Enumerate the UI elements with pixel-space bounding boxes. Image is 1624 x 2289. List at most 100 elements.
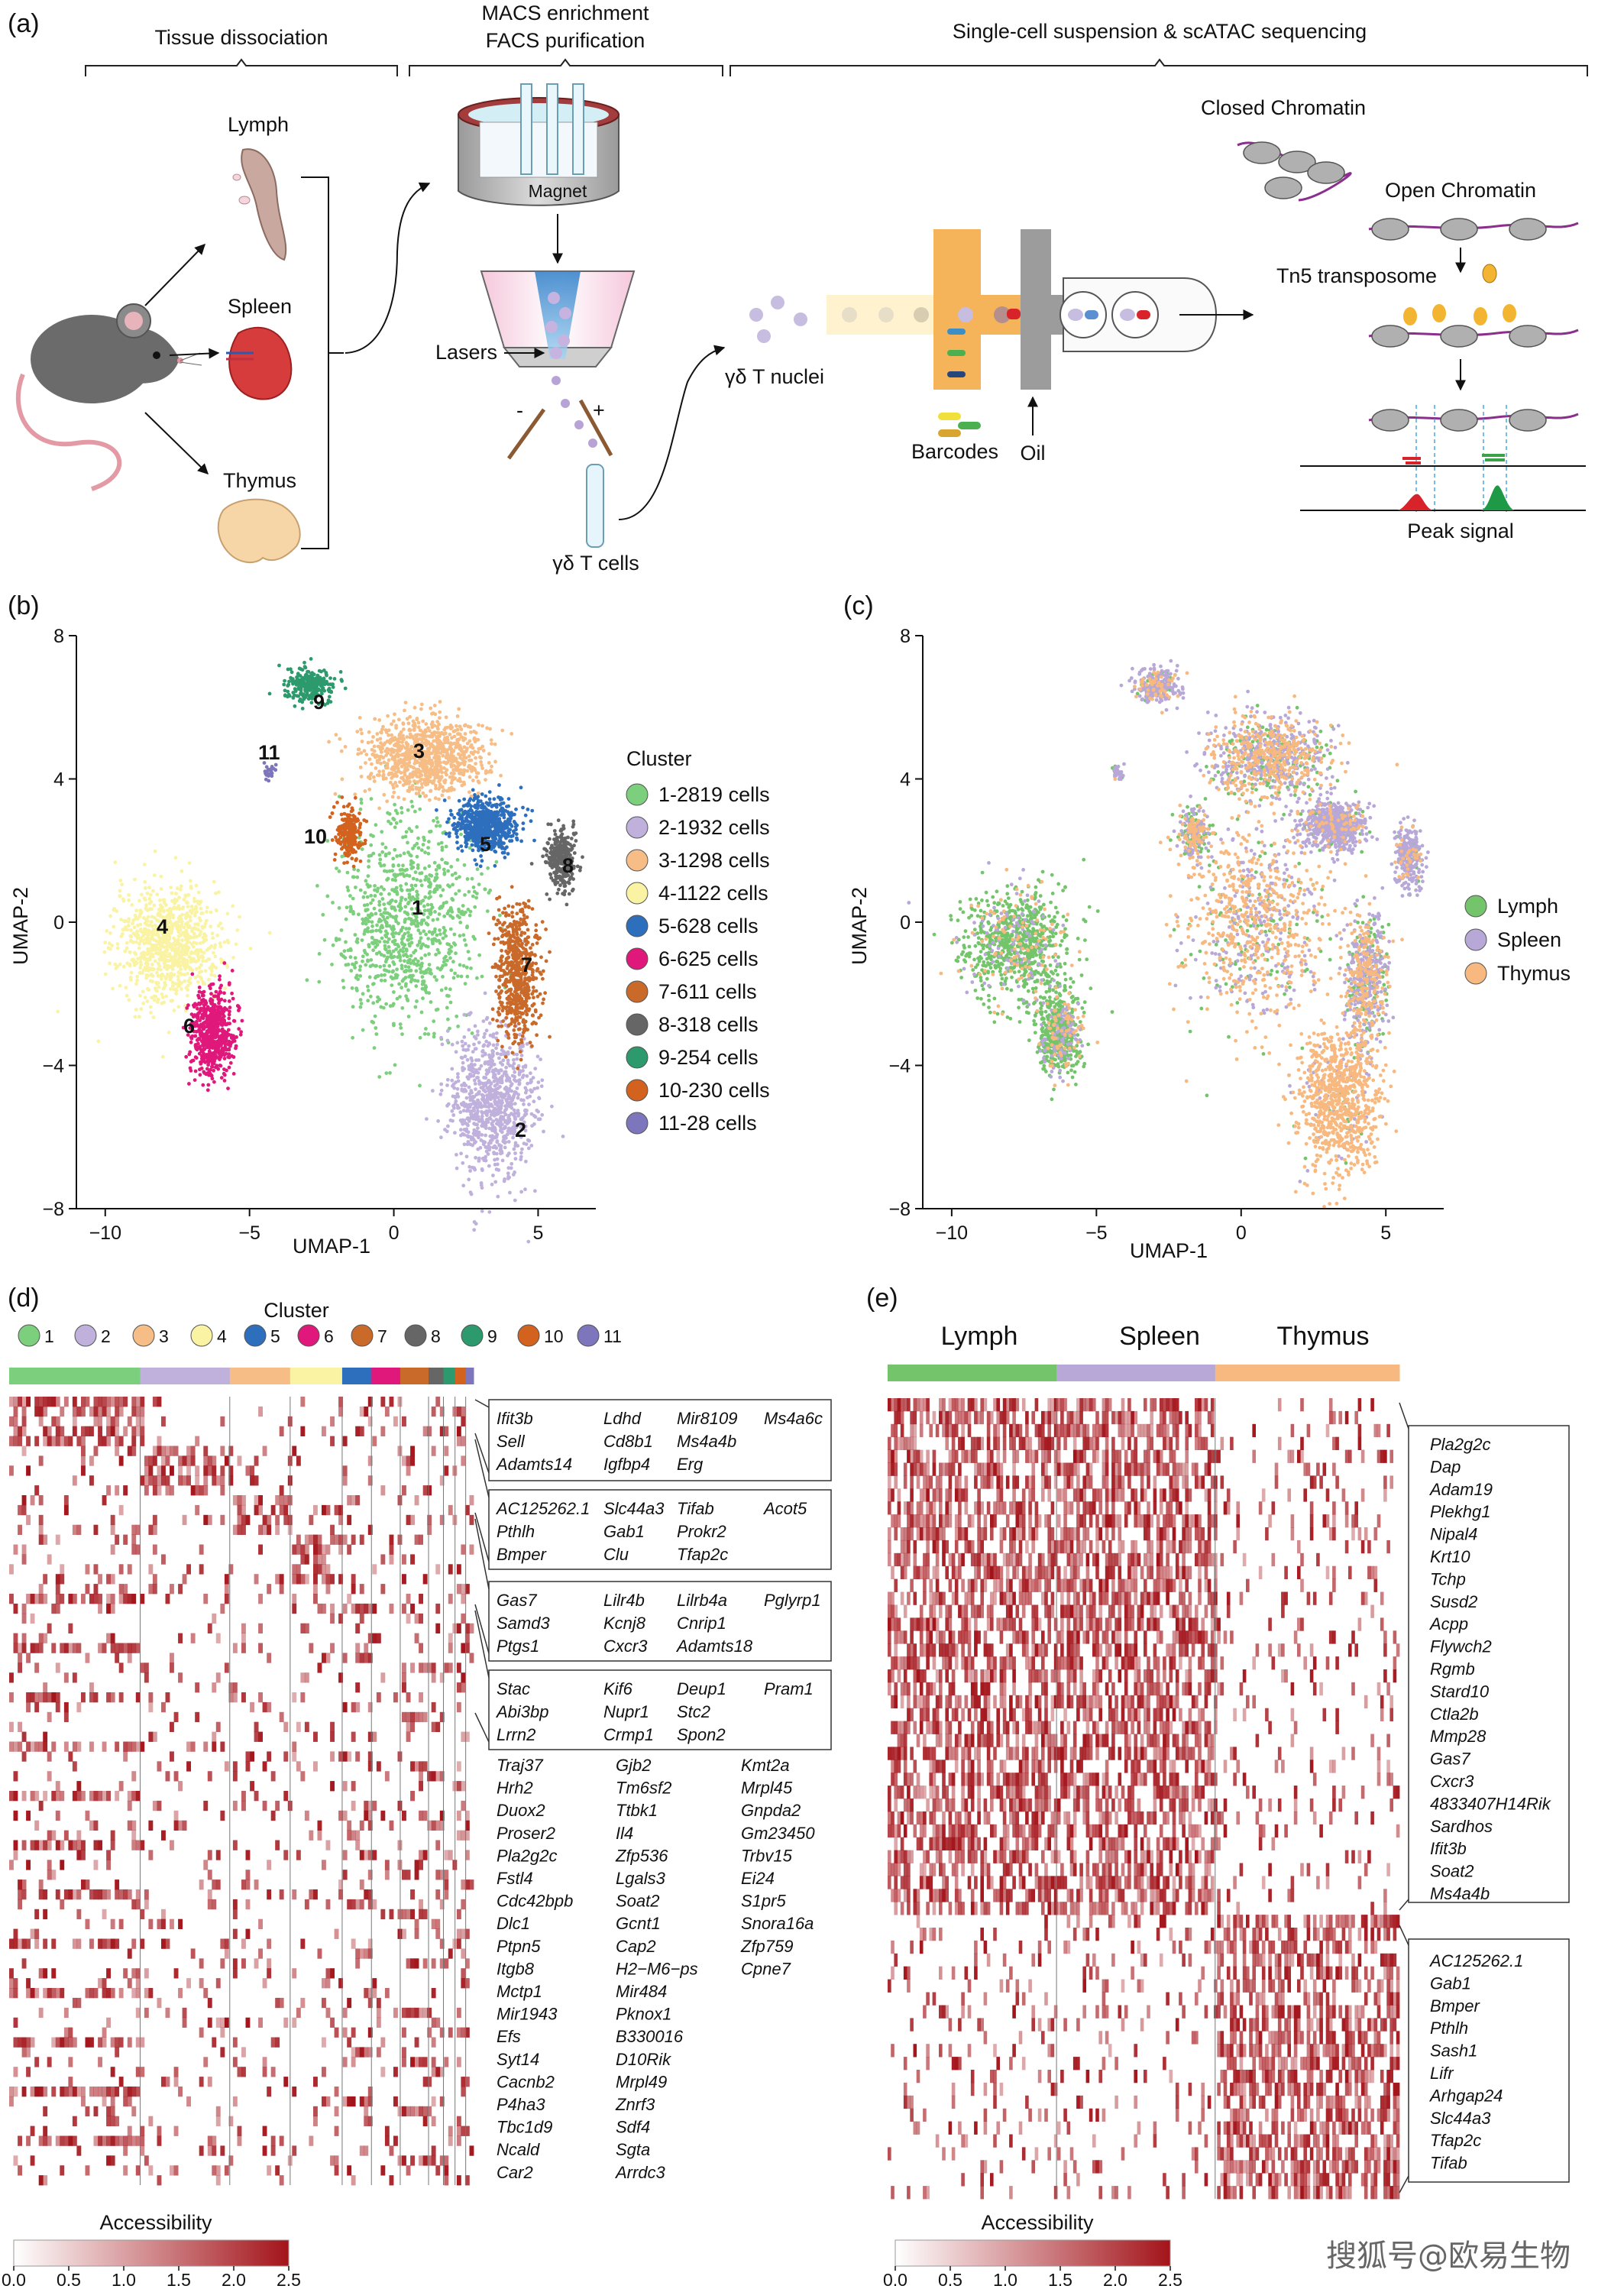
point xyxy=(428,911,432,915)
point xyxy=(416,846,421,850)
point xyxy=(456,1075,460,1080)
point xyxy=(397,769,401,774)
point xyxy=(428,775,432,779)
point xyxy=(131,931,136,936)
point xyxy=(411,860,416,865)
point xyxy=(438,700,442,704)
point xyxy=(491,1043,496,1047)
point xyxy=(455,761,460,765)
label-peak-signal: Peak signal xyxy=(1407,520,1514,542)
point xyxy=(474,756,477,760)
point xyxy=(229,1033,234,1038)
point xyxy=(458,1119,463,1122)
point xyxy=(505,1091,509,1096)
point xyxy=(213,1065,218,1070)
point xyxy=(515,1057,519,1061)
point xyxy=(471,815,476,820)
point xyxy=(170,984,175,988)
point xyxy=(465,769,470,773)
point xyxy=(483,1061,487,1066)
point xyxy=(166,959,170,963)
point xyxy=(211,936,215,941)
point xyxy=(156,997,160,1002)
point xyxy=(497,1056,501,1060)
point xyxy=(215,908,218,913)
point xyxy=(471,830,475,834)
point xyxy=(362,948,367,953)
point xyxy=(224,1033,228,1037)
point xyxy=(121,964,126,969)
point xyxy=(496,1194,500,1199)
point xyxy=(400,1032,404,1036)
point xyxy=(491,1075,496,1080)
point xyxy=(207,977,211,982)
point xyxy=(438,734,442,739)
point xyxy=(390,722,393,727)
point xyxy=(161,986,166,991)
point xyxy=(215,1040,219,1044)
point xyxy=(144,903,148,908)
point xyxy=(180,949,183,953)
point xyxy=(406,965,411,970)
point xyxy=(441,888,445,892)
point xyxy=(184,1054,189,1059)
point xyxy=(393,931,398,935)
point xyxy=(432,768,436,772)
point xyxy=(471,1138,476,1142)
point xyxy=(411,865,416,869)
point xyxy=(195,941,199,946)
point xyxy=(426,915,430,920)
point xyxy=(202,950,206,955)
point xyxy=(515,1086,519,1090)
point xyxy=(374,823,378,827)
point xyxy=(483,887,487,892)
point xyxy=(208,1056,212,1060)
point xyxy=(526,1146,531,1151)
point xyxy=(205,1067,209,1071)
point xyxy=(369,929,373,934)
point xyxy=(414,969,419,973)
point xyxy=(536,1080,541,1084)
point xyxy=(438,932,442,937)
point xyxy=(193,922,198,926)
point xyxy=(525,1074,529,1078)
point xyxy=(371,948,375,953)
point xyxy=(455,724,458,728)
point xyxy=(166,939,170,944)
point xyxy=(428,798,432,802)
point xyxy=(197,934,202,937)
point xyxy=(192,1078,197,1082)
label-oil: Oil xyxy=(1021,442,1046,465)
point xyxy=(139,970,143,975)
point xyxy=(435,876,439,880)
point xyxy=(209,1014,212,1018)
point xyxy=(437,746,442,751)
point xyxy=(477,1092,481,1096)
point xyxy=(162,898,167,902)
point xyxy=(386,811,390,815)
point xyxy=(139,910,144,915)
point xyxy=(123,919,127,924)
point xyxy=(225,1022,229,1027)
point xyxy=(509,1166,513,1170)
point xyxy=(205,905,209,910)
point xyxy=(418,1083,422,1088)
point xyxy=(378,737,383,741)
point xyxy=(391,817,396,821)
point xyxy=(511,1173,516,1177)
point xyxy=(484,1133,487,1138)
point xyxy=(444,748,448,753)
point xyxy=(201,926,205,930)
point xyxy=(461,819,466,824)
point xyxy=(211,962,215,966)
point xyxy=(450,750,454,753)
point xyxy=(147,885,151,890)
point xyxy=(468,820,472,824)
point xyxy=(115,964,120,969)
point xyxy=(472,1122,476,1126)
point xyxy=(497,1099,502,1102)
point xyxy=(444,831,448,836)
point xyxy=(390,955,395,960)
point xyxy=(162,965,167,970)
